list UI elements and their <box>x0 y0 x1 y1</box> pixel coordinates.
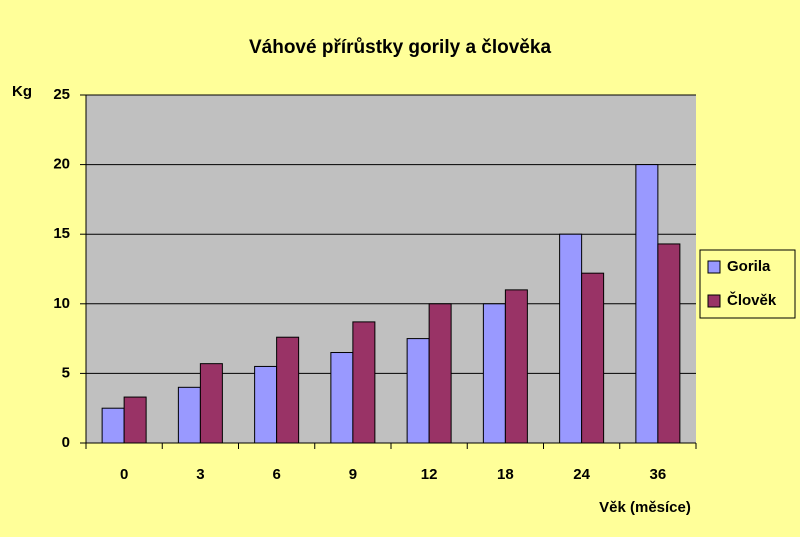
bar <box>330 352 354 444</box>
bar <box>352 321 376 444</box>
x-tick-label: 36 <box>650 466 667 483</box>
bar <box>406 338 430 444</box>
x-tick-label: 18 <box>497 466 514 483</box>
legend-swatch <box>707 294 721 308</box>
x-tick-label: 3 <box>196 466 204 483</box>
y-axis-label: Kg <box>12 83 32 100</box>
x-tick-label: 12 <box>421 466 438 483</box>
y-tick-label: 25 <box>53 86 70 103</box>
x-tick-label: 6 <box>272 466 280 483</box>
bar <box>559 233 583 444</box>
legend-label: Gorila <box>727 258 771 275</box>
bar <box>123 396 147 444</box>
y-tick-label: 10 <box>53 295 70 312</box>
bar <box>276 336 300 444</box>
bar <box>635 164 659 444</box>
bar <box>428 303 452 444</box>
x-axis-label: Věk (měsíce) <box>599 499 691 516</box>
bar <box>482 303 506 444</box>
y-tick-label: 0 <box>62 434 70 451</box>
x-tick-label: 9 <box>349 466 357 483</box>
bar <box>177 386 201 444</box>
bar <box>581 272 605 444</box>
y-tick-label: 15 <box>53 225 70 242</box>
y-tick-label: 5 <box>62 364 70 381</box>
bar <box>657 243 681 444</box>
legend-label: Člověk <box>727 291 777 309</box>
bar <box>101 407 125 444</box>
x-tick-label: 24 <box>573 466 590 483</box>
y-tick-label: 20 <box>53 156 70 173</box>
legend-swatch <box>707 260 721 274</box>
bar <box>199 363 223 444</box>
chart-title: Váhové přírůstky gorily a člověka <box>249 37 551 58</box>
x-tick-label: 0 <box>120 466 128 483</box>
bar <box>254 365 278 444</box>
bar <box>504 289 528 444</box>
plot-area <box>86 95 696 443</box>
